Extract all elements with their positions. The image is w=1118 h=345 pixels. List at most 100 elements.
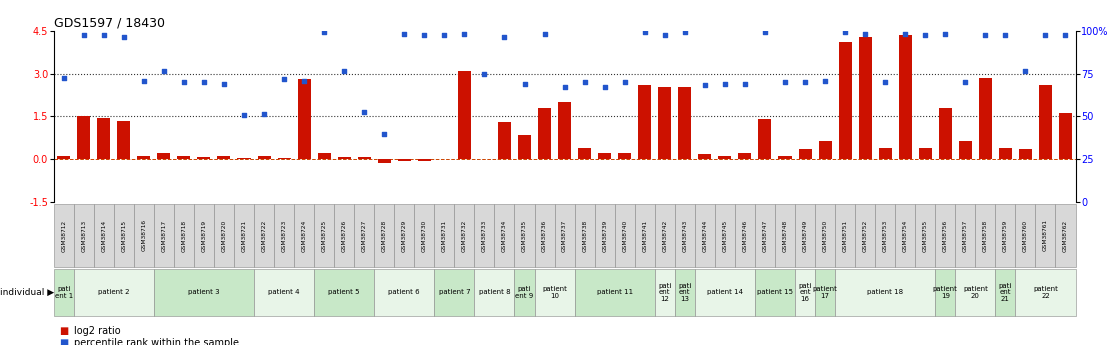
Bar bbox=[514, 204, 534, 267]
Bar bbox=[237, 158, 250, 159]
Point bbox=[255, 111, 273, 116]
Point bbox=[536, 31, 553, 37]
Bar bbox=[995, 269, 1015, 316]
Point bbox=[235, 112, 253, 118]
Bar bbox=[714, 204, 735, 267]
Bar bbox=[74, 269, 154, 316]
Point bbox=[396, 31, 414, 37]
Point bbox=[475, 71, 493, 77]
Point bbox=[75, 32, 93, 38]
Bar bbox=[916, 204, 936, 267]
Point bbox=[335, 68, 353, 74]
Point bbox=[135, 78, 153, 83]
Text: pati
ent
16: pati ent 16 bbox=[798, 283, 812, 302]
Text: GSM38753: GSM38753 bbox=[883, 219, 888, 252]
Bar bbox=[699, 154, 711, 159]
Bar bbox=[998, 148, 1012, 159]
Bar bbox=[798, 149, 812, 159]
Text: GSM38729: GSM38729 bbox=[401, 219, 407, 252]
Text: patient 8: patient 8 bbox=[479, 289, 510, 295]
Point bbox=[917, 32, 935, 38]
Point bbox=[275, 77, 293, 82]
Bar bbox=[257, 156, 271, 159]
Bar bbox=[297, 79, 311, 159]
Point bbox=[877, 80, 894, 85]
Bar bbox=[595, 204, 615, 267]
Bar bbox=[635, 204, 655, 267]
Text: pati
ent
12: pati ent 12 bbox=[659, 283, 672, 302]
Text: patient
19: patient 19 bbox=[932, 286, 958, 299]
Bar bbox=[375, 269, 435, 316]
Bar bbox=[518, 135, 531, 159]
Bar bbox=[338, 157, 351, 159]
Bar bbox=[879, 148, 892, 159]
Bar bbox=[398, 159, 410, 161]
Bar bbox=[679, 87, 691, 159]
Bar bbox=[795, 269, 815, 316]
Text: GSM38732: GSM38732 bbox=[462, 219, 467, 252]
Text: patient 6: patient 6 bbox=[388, 289, 420, 295]
Text: patient 18: patient 18 bbox=[868, 289, 903, 295]
Bar bbox=[1015, 269, 1076, 316]
Point bbox=[155, 68, 173, 74]
Text: pati
ent
21: pati ent 21 bbox=[998, 283, 1012, 302]
Point bbox=[174, 80, 192, 85]
Point bbox=[956, 80, 974, 85]
Text: GSM38715: GSM38715 bbox=[121, 219, 126, 252]
Text: patient 3: patient 3 bbox=[188, 289, 220, 295]
Point bbox=[756, 30, 774, 35]
Bar bbox=[354, 204, 375, 267]
Text: patient
17: patient 17 bbox=[813, 286, 837, 299]
Bar bbox=[314, 204, 334, 267]
Text: patient 7: patient 7 bbox=[438, 289, 471, 295]
Text: GSM38727: GSM38727 bbox=[362, 219, 367, 252]
Text: GSM38714: GSM38714 bbox=[102, 219, 106, 252]
Bar bbox=[795, 204, 815, 267]
Bar bbox=[818, 141, 832, 159]
Bar bbox=[778, 156, 792, 159]
Bar bbox=[979, 78, 992, 159]
Bar bbox=[615, 204, 635, 267]
Bar bbox=[955, 269, 995, 316]
Text: GSM38724: GSM38724 bbox=[302, 219, 306, 252]
Point bbox=[897, 31, 915, 37]
Text: GSM38758: GSM38758 bbox=[983, 219, 988, 252]
Bar bbox=[775, 204, 795, 267]
Point bbox=[195, 80, 212, 85]
Bar bbox=[435, 269, 474, 316]
Text: GSM38748: GSM38748 bbox=[783, 219, 787, 252]
Text: GSM38760: GSM38760 bbox=[1023, 219, 1027, 252]
Point bbox=[495, 34, 513, 40]
Point bbox=[576, 80, 594, 85]
Bar bbox=[534, 204, 555, 267]
Bar bbox=[675, 204, 694, 267]
Bar bbox=[378, 159, 391, 162]
Point bbox=[695, 82, 713, 88]
Bar bbox=[838, 42, 852, 159]
Bar bbox=[1055, 204, 1076, 267]
Bar bbox=[254, 269, 314, 316]
Bar bbox=[919, 148, 931, 159]
Text: GSM38751: GSM38751 bbox=[843, 219, 847, 252]
Bar bbox=[815, 204, 835, 267]
Point bbox=[115, 34, 133, 40]
Bar bbox=[1015, 204, 1035, 267]
Text: GSM38756: GSM38756 bbox=[942, 219, 948, 252]
Bar bbox=[755, 269, 795, 316]
Text: patient 5: patient 5 bbox=[329, 289, 360, 295]
Text: pati
ent
13: pati ent 13 bbox=[679, 283, 692, 302]
Bar bbox=[294, 204, 314, 267]
Bar bbox=[97, 118, 111, 159]
Bar bbox=[77, 117, 91, 159]
Bar bbox=[936, 204, 955, 267]
Text: GSM38757: GSM38757 bbox=[963, 219, 968, 252]
Bar bbox=[835, 204, 855, 267]
Bar bbox=[198, 157, 210, 159]
Text: individual ▶: individual ▶ bbox=[0, 288, 54, 297]
Bar bbox=[1059, 113, 1072, 159]
Bar bbox=[114, 204, 134, 267]
Bar bbox=[358, 157, 371, 159]
Point bbox=[1016, 68, 1034, 74]
Text: GSM38723: GSM38723 bbox=[282, 219, 286, 252]
Point bbox=[816, 78, 834, 83]
